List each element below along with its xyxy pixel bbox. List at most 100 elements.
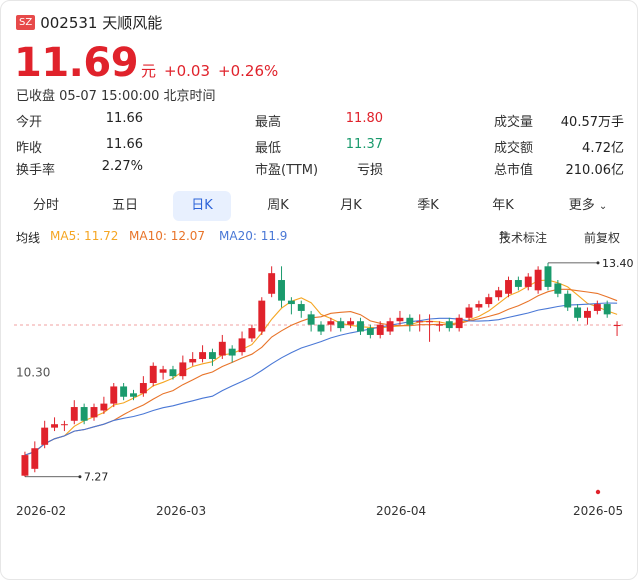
tab-more[interactable]: 更多 ⌄ bbox=[553, 191, 623, 221]
candle-body bbox=[90, 407, 98, 418]
candle-body bbox=[574, 307, 582, 318]
stat-value: 11.66 bbox=[105, 137, 143, 152]
min-marker-dot bbox=[78, 475, 82, 479]
candle-body bbox=[120, 386, 128, 397]
candle-body bbox=[366, 328, 374, 335]
y-axis-label: 10.30 bbox=[16, 366, 50, 380]
candle-body bbox=[130, 393, 137, 397]
kline-chart[interactable]: 10.30 13.40 7.27 bbox=[0, 246, 638, 504]
ma5-value: MA5: 11.72 bbox=[50, 229, 119, 243]
min-price-label: 7.27 bbox=[84, 471, 109, 484]
stat-value: 11.37 bbox=[345, 137, 383, 152]
candle-body bbox=[386, 321, 394, 332]
candle-body bbox=[218, 341, 226, 356]
stat-value: 亏损 bbox=[356, 163, 383, 178]
candle-body bbox=[317, 324, 325, 332]
stat-label: 成交量 bbox=[494, 115, 534, 130]
ma5-line bbox=[24, 279, 618, 456]
candle-body bbox=[278, 280, 285, 301]
tab-quarterly-k[interactable]: 季K bbox=[417, 198, 439, 213]
candle-body bbox=[524, 276, 532, 287]
candle-body bbox=[268, 273, 276, 294]
stat-value: 11.66 bbox=[105, 111, 143, 126]
stat-label: 总市值 bbox=[494, 163, 534, 178]
stock-header: SZ 002531 天顺风能 bbox=[16, 12, 162, 33]
x-axis-label: 2026-04 bbox=[376, 504, 427, 518]
candle-body bbox=[534, 269, 542, 291]
price-change: +0.03 bbox=[164, 62, 211, 80]
candle-body bbox=[307, 314, 315, 325]
candle-body bbox=[149, 365, 157, 384]
ma10-line bbox=[24, 288, 618, 456]
candle-body bbox=[70, 407, 78, 421]
chart-settings-icon: ⇅ bbox=[499, 229, 509, 242]
stat-label: 昨收 bbox=[16, 141, 43, 156]
stock-code-name: 002531 天顺风能 bbox=[40, 14, 163, 32]
more-label: 更多 bbox=[568, 198, 595, 213]
period-tabs: 分时 五日 日K 周K 月K 季K 年K 更多 ⌄ bbox=[13, 191, 625, 223]
candle-body bbox=[406, 317, 414, 325]
candle-body bbox=[21, 455, 29, 476]
stat-value: 210.06亿 bbox=[565, 163, 625, 178]
tab-yearly-k[interactable]: 年K bbox=[492, 198, 514, 213]
ma10-value: MA10: 12.07 bbox=[129, 229, 206, 243]
latest-point-dot bbox=[595, 489, 601, 495]
ma-label: 均线 bbox=[16, 231, 41, 245]
stat-label: 最低 bbox=[255, 141, 282, 156]
tab-monthly-k[interactable]: 月K bbox=[340, 198, 362, 213]
chevron-down-icon: ⌄ bbox=[598, 201, 608, 212]
candle-body bbox=[564, 293, 572, 308]
candle-body bbox=[475, 304, 483, 308]
candle-body bbox=[445, 321, 453, 329]
x-axis-label: 2026-02 bbox=[16, 504, 67, 518]
candle-body bbox=[100, 403, 108, 411]
candle-body bbox=[258, 300, 266, 332]
adjust-mode-button[interactable]: 前复权 bbox=[584, 231, 621, 245]
candle-body bbox=[238, 338, 246, 353]
stat-value: 40.57万手 bbox=[560, 115, 624, 130]
candle-body bbox=[179, 362, 187, 377]
candle-body bbox=[228, 348, 236, 356]
stat-value: 4.72亿 bbox=[582, 141, 624, 156]
candle-body bbox=[505, 280, 512, 294]
candle-body bbox=[376, 324, 384, 335]
candle-body bbox=[544, 266, 552, 287]
tab-weekly-k[interactable]: 周K bbox=[267, 198, 289, 213]
tab-daily-k[interactable]: 日K bbox=[173, 191, 231, 221]
candle-body bbox=[337, 321, 345, 329]
stat-value: 11.80 bbox=[345, 111, 383, 126]
candle-body bbox=[41, 427, 49, 445]
tab-intraday[interactable]: 分时 bbox=[32, 198, 59, 213]
candle-body bbox=[435, 324, 443, 326]
candle-body bbox=[208, 352, 216, 359]
candle-body bbox=[495, 290, 503, 298]
candle-body bbox=[396, 317, 404, 322]
max-price-label: 13.40 bbox=[602, 257, 634, 270]
max-marker-dot bbox=[596, 261, 600, 265]
candle-body bbox=[514, 280, 522, 287]
candle-body bbox=[80, 407, 88, 421]
last-price: 11.69 bbox=[14, 40, 139, 86]
candle-body bbox=[60, 424, 68, 426]
tech-annotation-label: 技术标注 bbox=[499, 231, 548, 245]
price-change-pct: +0.26% bbox=[218, 62, 279, 80]
tab-five-day[interactable]: 五日 bbox=[111, 198, 138, 213]
market-status: 已收盘 05-07 15:00:00 北京时间 bbox=[16, 89, 216, 104]
candle-body bbox=[287, 300, 295, 305]
candle-body bbox=[584, 310, 591, 318]
exchange-badge: SZ bbox=[16, 15, 36, 30]
stat-value: 2.27% bbox=[101, 159, 143, 174]
candle-body bbox=[357, 321, 364, 332]
candle-body bbox=[426, 321, 434, 323]
candle-body bbox=[297, 304, 305, 311]
candle-body bbox=[455, 317, 463, 329]
candle-body bbox=[110, 386, 118, 404]
candle-body bbox=[593, 304, 601, 311]
ma20-value: MA20: 11.9 bbox=[219, 229, 288, 243]
candle-body bbox=[416, 321, 424, 323]
candle-body bbox=[189, 358, 197, 363]
price-unit: 元 bbox=[141, 62, 157, 80]
candle-body bbox=[139, 383, 147, 394]
stat-label: 最高 bbox=[255, 115, 282, 130]
stat-label: 成交额 bbox=[494, 141, 534, 156]
